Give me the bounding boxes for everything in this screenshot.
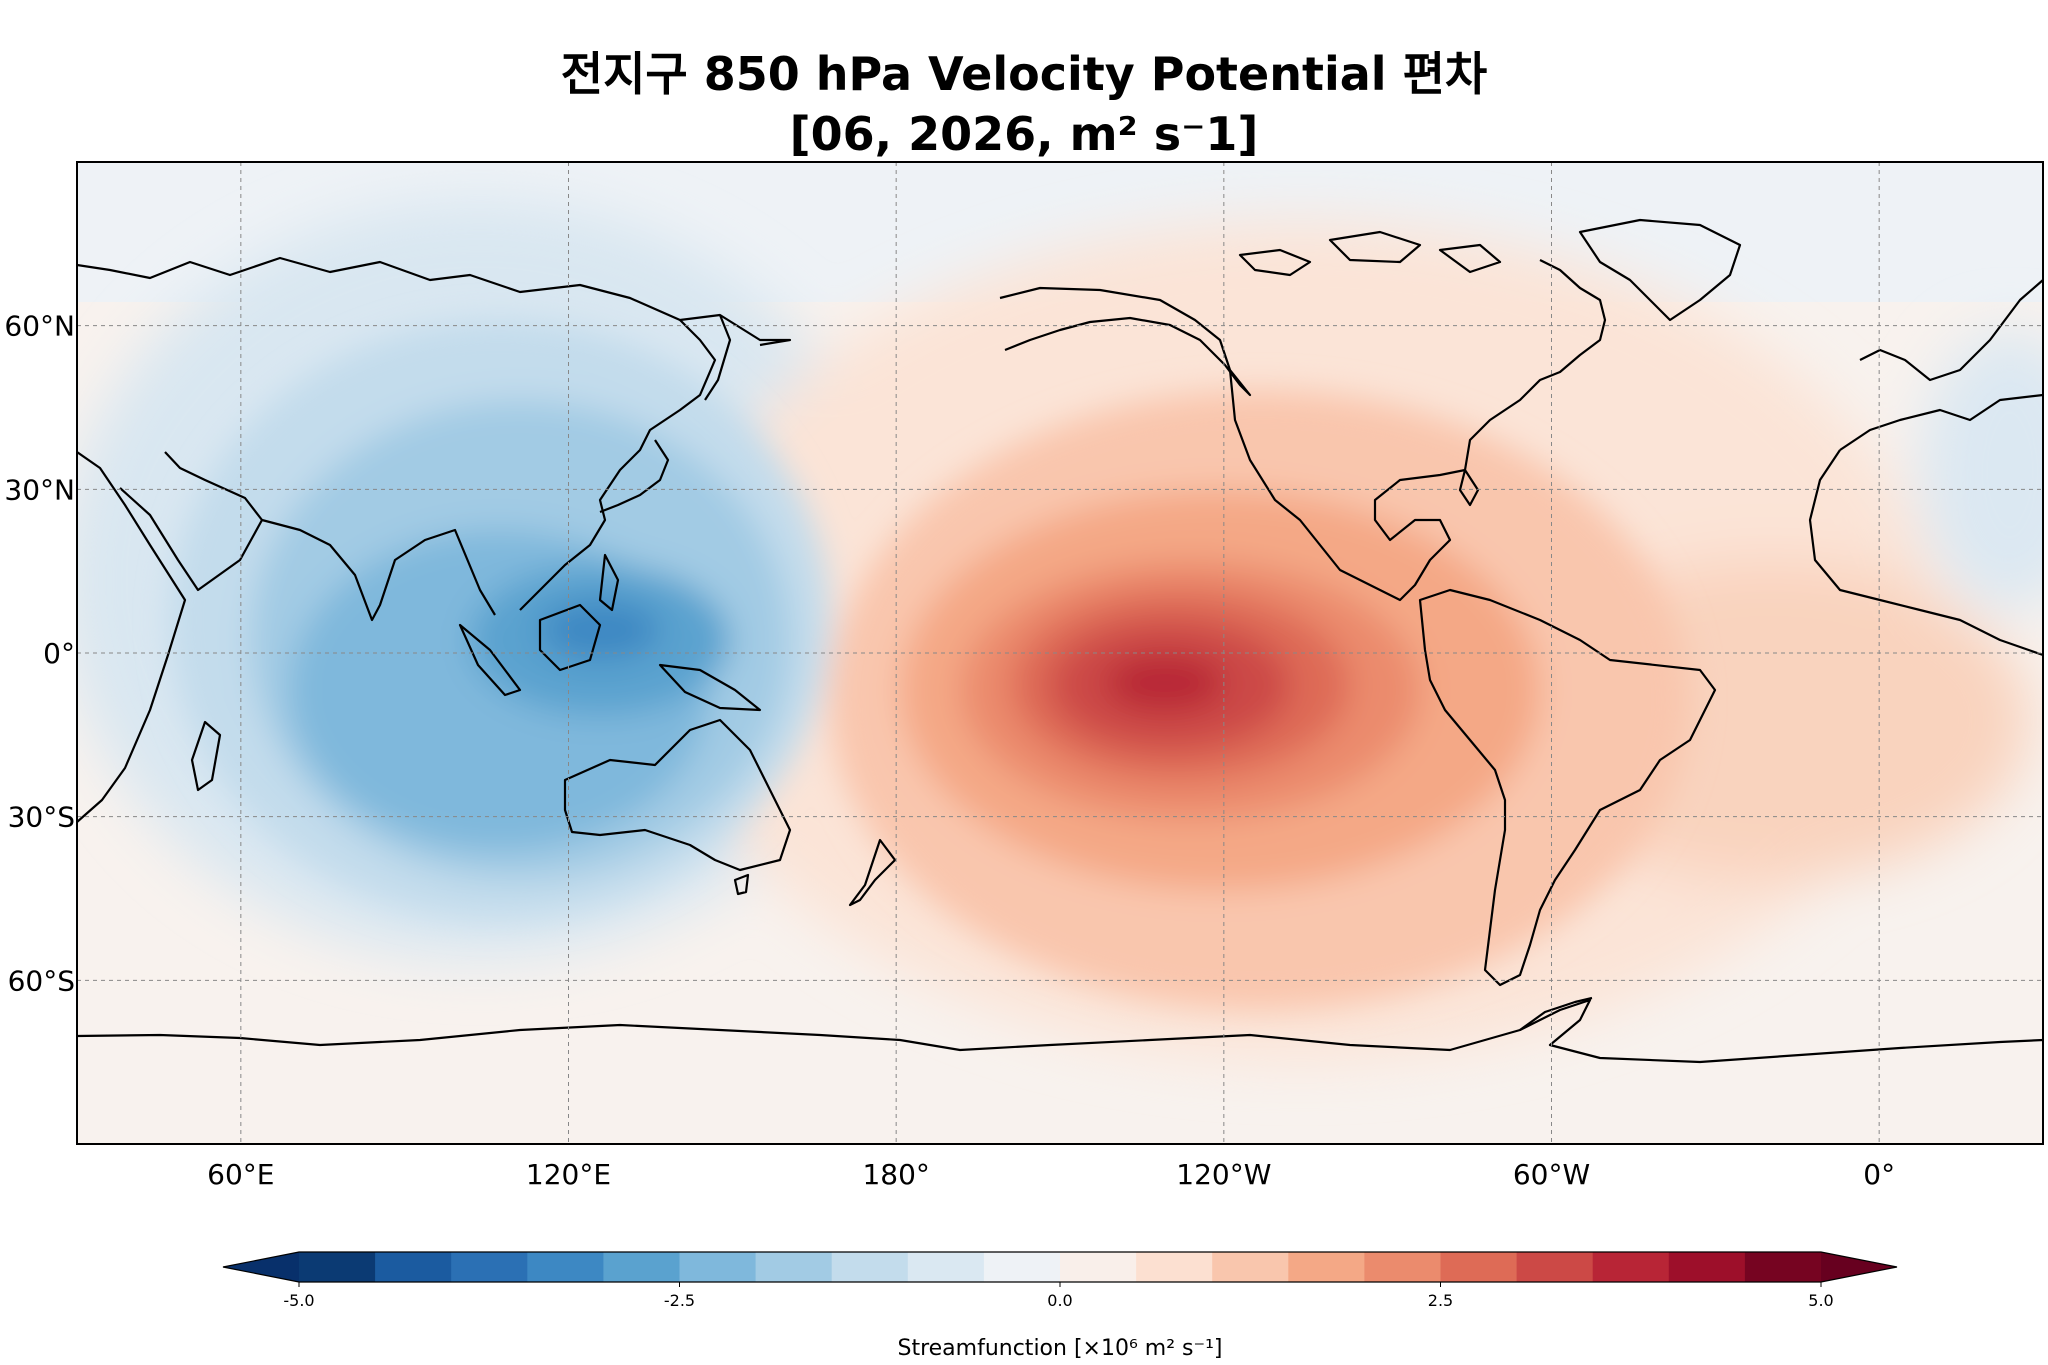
coast-sumatra xyxy=(458,623,522,697)
colorbar-bin xyxy=(1136,1252,1213,1282)
anomaly-field xyxy=(77,162,2043,1060)
coast-north-america xyxy=(1228,259,1607,602)
coast-tasmania xyxy=(733,873,750,896)
coast-alaska xyxy=(999,286,1252,397)
lon-tick-label: 120°E xyxy=(526,1158,611,1191)
colorbar: -5.0 -2.5 0.0 2.5 5.0 Streamfunction [×10⁶ m… xyxy=(222,1251,1898,1361)
coast-arabia xyxy=(119,451,264,592)
colorbar-extend-min xyxy=(223,1252,299,1282)
colorbar-bin xyxy=(603,1252,681,1282)
coast-madagascar xyxy=(190,720,222,792)
lat-tick-label: 0° xyxy=(43,637,75,670)
colorbar-bin xyxy=(983,1252,1061,1282)
lat-tick-labels: 60°N 30°N 0° 30°S 60°S xyxy=(4,310,75,998)
lon-tick-label: 180° xyxy=(862,1158,929,1191)
colorbar-bin xyxy=(1212,1252,1289,1282)
colorbar-label: Streamfunction [×10⁶ m² s⁻¹] xyxy=(897,1336,1222,1361)
coast-florida xyxy=(1458,468,1480,507)
colorbar-bin xyxy=(907,1252,985,1282)
colorbar-ticks: -5.0 -2.5 0.0 2.5 5.0 xyxy=(283,1282,1834,1310)
coast-africa xyxy=(77,451,187,823)
colorbar-bin xyxy=(679,1252,757,1282)
map-plot-area xyxy=(76,161,2044,1145)
colorbar-tick-label: -2.5 xyxy=(664,1291,695,1310)
colorbar-bin xyxy=(1440,1252,1518,1282)
gridlines xyxy=(77,162,2043,1144)
colorbar-bin xyxy=(1516,1252,1594,1282)
colorbar-bin xyxy=(299,1252,376,1282)
colorbar-bin xyxy=(375,1252,452,1282)
colorbar-tick-label: 5.0 xyxy=(1808,1291,1833,1310)
field-neg-europe xyxy=(1920,330,2043,610)
lat-tick-label: 60°S xyxy=(8,964,75,997)
coast-borneo xyxy=(538,603,602,672)
lon-tick-label: 60°W xyxy=(1513,1158,1590,1191)
colorbar-bin xyxy=(1668,1252,1746,1282)
coastlines xyxy=(77,218,2043,1064)
colorbar-bin xyxy=(527,1252,604,1282)
coast-new-guinea xyxy=(658,663,762,712)
coast-east-asia xyxy=(519,319,717,611)
coast-arctic-islands xyxy=(1238,230,1502,277)
coast-new-zealand xyxy=(848,838,897,907)
lat-tick-label: 30°S xyxy=(8,801,75,834)
colorbar-bin xyxy=(1592,1252,1670,1282)
coast-europe xyxy=(1839,393,2043,451)
coast-australia xyxy=(563,718,792,872)
coast-south-america xyxy=(1418,588,1717,987)
coast-japan xyxy=(599,439,670,514)
coast-greenland xyxy=(1578,218,1742,322)
colorbar-bins xyxy=(299,1252,1822,1282)
colorbar-tick-label: 2.5 xyxy=(1428,1291,1453,1310)
coast-europe-north xyxy=(1859,279,2043,382)
colorbar-bin xyxy=(831,1252,909,1282)
field-neg-6 xyxy=(540,600,660,660)
coast-india-sea xyxy=(261,518,496,622)
map-title: 전지구 850 hPa Velocity Potential 편차 [06, 2… xyxy=(0,44,2048,164)
coast-antarctica xyxy=(77,998,2043,1064)
lat-tick-label: 60°N xyxy=(4,310,75,343)
coast-philippines xyxy=(598,553,620,612)
colorbar-bin xyxy=(1060,1252,1137,1282)
lat-tick-label: 30°N xyxy=(4,473,75,506)
colorbar-bin xyxy=(1744,1252,1822,1282)
map-frame xyxy=(76,161,2044,1145)
coast-kamchatka xyxy=(704,314,732,401)
title-line-2: [06, 2026, m² s⁻1] xyxy=(789,107,1259,161)
title-line-1: 전지구 850 hPa Velocity Potential 편차 xyxy=(560,47,1488,101)
lon-tick-label: 0° xyxy=(1863,1158,1895,1191)
colorbar-bin xyxy=(755,1252,833,1282)
colorbar-bin xyxy=(1364,1252,1442,1282)
coast-eurasia-north xyxy=(77,256,792,347)
coast-west-africa xyxy=(1808,449,2043,657)
lon-tick-label: 120°W xyxy=(1176,1158,1271,1191)
colorbar-bin xyxy=(451,1252,528,1282)
colorbar-tick-label: -5.0 xyxy=(283,1291,314,1310)
colorbar-extend-max xyxy=(1821,1252,1897,1282)
colorbar-tick-label: 0.0 xyxy=(1047,1291,1072,1310)
lon-tick-label: 60°E xyxy=(207,1158,274,1191)
lon-tick-labels: 60°E 120°E 180° 120°W 60°W 0° xyxy=(207,1158,1895,1191)
colorbar-bin xyxy=(1288,1252,1365,1282)
coast-antarctic-peninsula xyxy=(1519,996,1593,1031)
field-pos-7 xyxy=(1105,655,1225,711)
